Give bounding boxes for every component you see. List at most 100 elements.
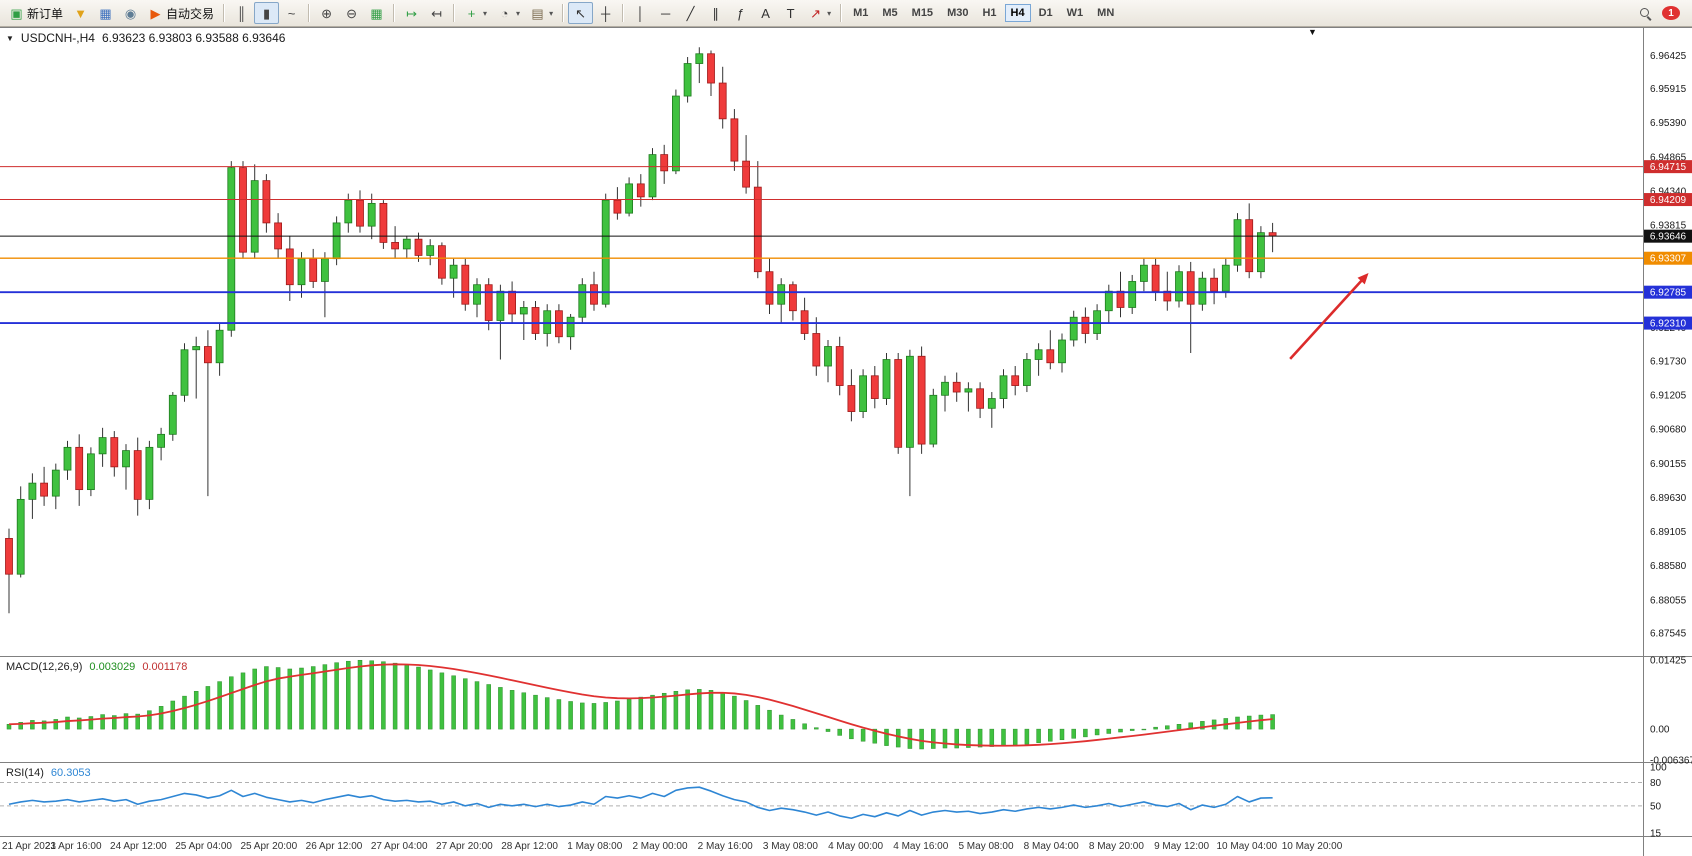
time-axis-label: 25 Apr 20:00 xyxy=(240,841,297,852)
time-axis-label: 25 Apr 04:00 xyxy=(175,841,232,852)
timeframe-button-m5[interactable]: M5 xyxy=(882,7,898,19)
tile-windows-button[interactable]: ▦ xyxy=(364,2,389,24)
macd-bar xyxy=(439,672,445,730)
horizontal-line-object[interactable]: 6.94209 xyxy=(0,193,1692,207)
time-axis-label: 4 May 16:00 xyxy=(893,841,948,852)
timeframe-button-m30[interactable]: M30 xyxy=(947,7,969,19)
timeframe-button-w1[interactable]: W1 xyxy=(1066,7,1084,19)
crosshair-button[interactable]: ┼ xyxy=(593,2,618,24)
text-button[interactable]: A xyxy=(753,2,778,24)
macd-bar xyxy=(989,728,995,747)
templates-button[interactable]: ▤ ▾ xyxy=(525,2,558,24)
macd-bar xyxy=(837,728,842,736)
candle xyxy=(941,375,949,412)
macd-bar xyxy=(1258,714,1264,730)
tile-windows-icon: ▦ xyxy=(370,5,383,21)
macd-axis-label: 0.00 xyxy=(1650,725,1670,736)
arrows-button[interactable]: ↗ ▾ xyxy=(803,2,836,24)
chart-title: ▼ USDCNH-,H4 6.93623 6.93803 6.93588 6.9… xyxy=(6,31,285,45)
new-order-button[interactable]: ▣ 新订单 xyxy=(4,2,68,24)
trendline-button[interactable]: ╱ xyxy=(678,2,703,24)
indicators-button[interactable]: + ▾ xyxy=(459,2,492,24)
horizontal-line-button[interactable]: ─ xyxy=(653,2,678,24)
auto-scroll-icon: ↦ xyxy=(406,5,417,21)
macd-bar xyxy=(568,701,573,730)
macd-axis-label: -0.006367 xyxy=(1650,756,1692,767)
macd-bar xyxy=(919,728,924,750)
macd-bar xyxy=(966,728,971,748)
time-axis-label: 10 May 04:00 xyxy=(1216,841,1277,852)
timeframe-button-m1[interactable]: M1 xyxy=(853,7,869,19)
timeframe-button-h4[interactable]: H4 xyxy=(1004,4,1031,22)
candle xyxy=(730,109,739,171)
macd-bar xyxy=(369,660,374,730)
horizontal-line-object[interactable]: 6.92785 xyxy=(0,285,1692,299)
macd-bar xyxy=(1024,728,1030,745)
dropdown-caret-icon: ▾ xyxy=(827,8,832,18)
candle xyxy=(1116,271,1125,318)
text-label-button[interactable]: T xyxy=(778,2,803,24)
price-axis-label: 6.91730 xyxy=(1650,356,1687,367)
arrow-annotation[interactable] xyxy=(1289,272,1369,360)
autotrading-button[interactable]: ▶ 自动交易 xyxy=(143,2,219,24)
macd-bar xyxy=(53,719,59,730)
bar-chart-button[interactable]: ║ xyxy=(229,2,254,24)
cursor-button[interactable]: ↖ xyxy=(568,2,594,24)
horizontal-line-object[interactable]: 6.92310 xyxy=(0,316,1692,330)
search-icon[interactable] xyxy=(1639,7,1652,20)
timeframe-button-mn[interactable]: MN xyxy=(1097,7,1115,19)
chart-window[interactable]: ▼ USDCNH-,H4 6.93623 6.93803 6.93588 6.9… xyxy=(0,27,1692,856)
vertical-line-button[interactable]: │ xyxy=(628,2,653,24)
macd-bar xyxy=(392,662,398,730)
macd-bar xyxy=(895,728,901,748)
zoom-out-button[interactable]: ⊖ xyxy=(339,2,364,24)
candle xyxy=(75,434,84,506)
rsi-axis[interactable]: 100 80 50 15 xyxy=(1650,763,1667,840)
candle xyxy=(1257,226,1265,279)
timeframe-toolbar: M1 M5 M15 M30 H1 H4 D1 W1 MN xyxy=(846,4,1121,22)
candlestick-chart-button[interactable]: ▮ xyxy=(254,2,280,24)
candle xyxy=(1058,333,1066,373)
candle xyxy=(133,437,142,516)
periods-button[interactable]: ◔ ▾ xyxy=(492,2,525,24)
notifications-badge[interactable]: 1 xyxy=(1662,6,1680,20)
channel-button[interactable]: ∥ xyxy=(703,2,728,24)
price-axis[interactable]: 6.96425 6.95915 6.95390 6.94865 6.94340 6.938… xyxy=(1650,51,1687,640)
rsi-line xyxy=(8,786,1273,820)
macd-bar xyxy=(1129,728,1135,731)
bar-chart-icon: ║ xyxy=(236,5,247,21)
chart-shift-marker-icon[interactable]: ▼ xyxy=(1308,27,1317,37)
candle xyxy=(543,304,552,347)
rsi-axis-label: 50 xyxy=(1650,801,1662,812)
community-button[interactable]: ◉ xyxy=(118,2,143,24)
fibonacci-button[interactable]: ƒ xyxy=(728,2,753,24)
chart-shift-button[interactable]: ↤ xyxy=(424,2,449,24)
macd-bar xyxy=(685,689,690,730)
candle xyxy=(625,177,633,217)
time-axis-label: 1 May 08:00 xyxy=(567,841,622,852)
chart-canvas[interactable]: 6.96425 6.95915 6.95390 6.94865 6.94340 6.938… xyxy=(0,27,1692,856)
macd-axis[interactable]: 0.01425 0.00 -0.006367 xyxy=(1650,656,1692,767)
market-watch-button[interactable]: ▼ xyxy=(68,2,93,24)
auto-scroll-button[interactable]: ↦ xyxy=(399,2,424,24)
macd-axis-label: 0.01425 xyxy=(1650,656,1687,667)
price-axis-label: 6.91205 xyxy=(1650,390,1687,401)
candle xyxy=(519,300,528,340)
macd-signal-line xyxy=(8,663,1273,747)
macd-bar xyxy=(697,689,702,730)
candle xyxy=(309,248,318,288)
zoom-in-button[interactable]: ⊕ xyxy=(314,2,339,24)
timeframe-button-d1[interactable]: D1 xyxy=(1038,7,1053,19)
arrow-tool-icon: ↗ xyxy=(810,5,822,21)
navigator-button[interactable]: ▦ xyxy=(93,2,118,24)
candle xyxy=(660,144,669,184)
horizontal-line-object[interactable]: 6.94715 xyxy=(0,160,1692,174)
line-chart-button[interactable]: ~ xyxy=(279,2,304,24)
timeframe-button-h1[interactable]: H1 xyxy=(982,7,997,19)
timeframe-button-m15[interactable]: M15 xyxy=(911,7,934,19)
macd-bar xyxy=(182,695,187,730)
macd-bar xyxy=(41,720,47,730)
macd-bar xyxy=(755,705,761,730)
horizontal-line-object[interactable]: 6.93307 xyxy=(0,251,1692,265)
